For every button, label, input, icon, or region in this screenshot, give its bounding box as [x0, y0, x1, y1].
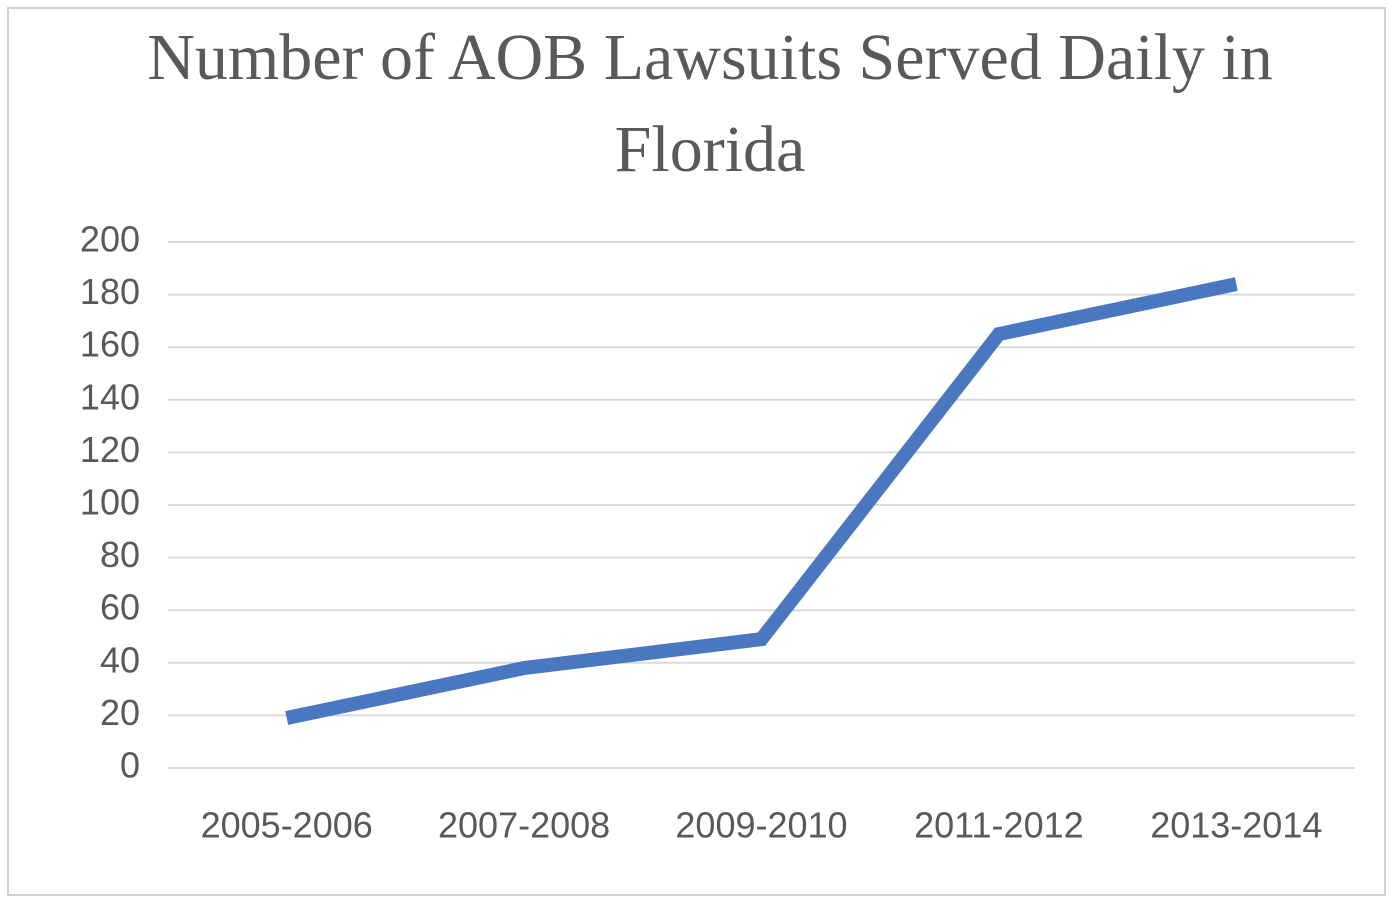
- y-tick-label: 140: [80, 376, 140, 417]
- x-tick-label: 2013-2014: [1150, 805, 1322, 846]
- y-tick-label: 0: [120, 745, 140, 786]
- y-tick-label: 80: [100, 534, 140, 575]
- chart-title: Number of AOB Lawsuits Served Daily in F…: [147, 21, 1273, 186]
- x-tick-label: 2009-2010: [675, 805, 847, 846]
- x-tick-label: 2011-2012: [914, 805, 1084, 846]
- y-tick-label: 40: [100, 639, 140, 680]
- y-tick-label: 120: [80, 429, 140, 470]
- y-tick-label: 160: [80, 324, 140, 365]
- data-line: [285, 277, 1238, 725]
- y-tick-label: 100: [80, 482, 140, 523]
- chart-border: [7, 7, 1386, 896]
- y-tick-label: 180: [80, 271, 140, 312]
- y-tick-label: 200: [80, 219, 140, 260]
- y-tick-label: 60: [100, 587, 140, 628]
- x-tick-label: 2007-2008: [438, 805, 610, 846]
- x-tick-label: 2005-2006: [201, 805, 373, 846]
- y-tick-label: 20: [100, 692, 140, 733]
